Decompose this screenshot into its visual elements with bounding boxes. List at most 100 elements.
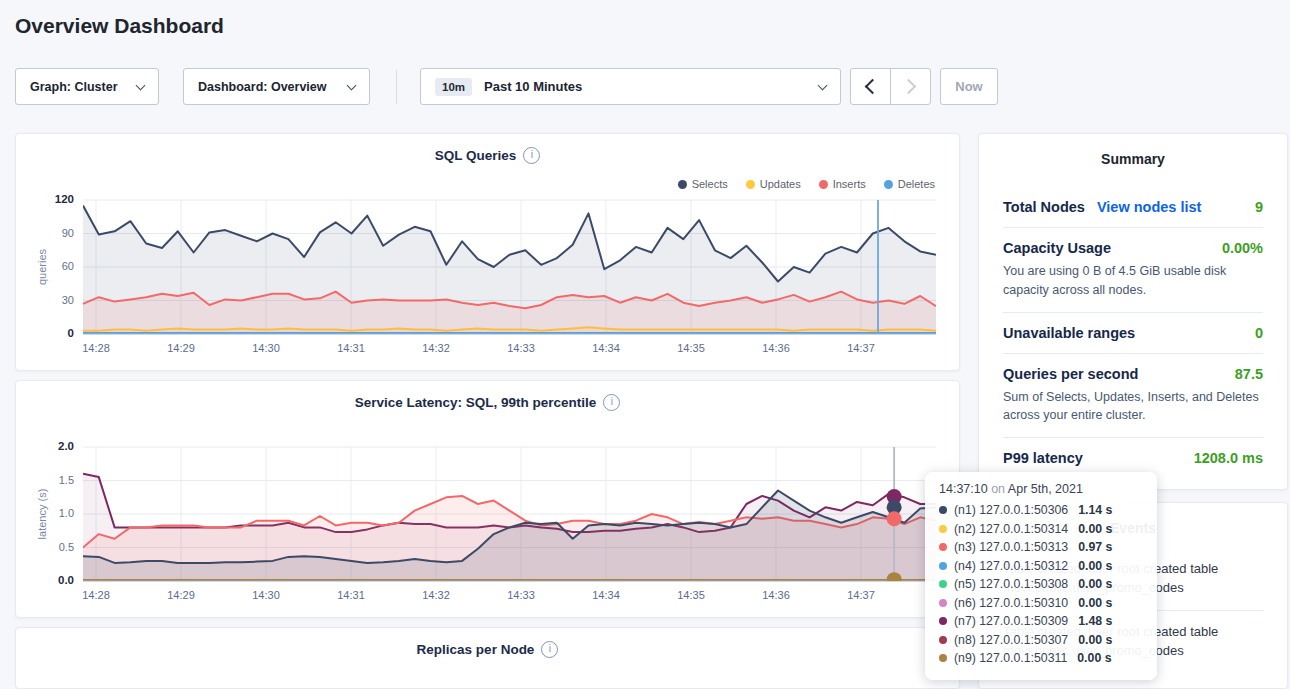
summary-row-line: P99 latency 1208.0 ms: [1003, 450, 1263, 466]
tooltip-series-dot-icon: [939, 617, 947, 625]
x-tick-label: 14:34: [582, 589, 630, 601]
tooltip-series-dot-icon: [939, 599, 947, 607]
x-tick-label: 14:35: [667, 342, 715, 354]
tooltip-node-value: 0.00 s: [1078, 520, 1112, 539]
dashboard-dropdown-label: Dashboard: Overview: [198, 80, 327, 94]
x-tick-label: 14:28: [72, 589, 120, 601]
toolbar-divider: [396, 70, 397, 104]
summary-label: Capacity Usage: [1003, 240, 1111, 256]
tooltip-series-dot-icon: [939, 562, 947, 570]
tooltip-series-dot-icon: [939, 636, 947, 644]
x-tick-label: 14:29: [157, 342, 205, 354]
tooltip-time: 14:37:10: [939, 482, 988, 496]
chevron-down-icon: [136, 80, 146, 90]
summary-value: 0: [1255, 325, 1263, 341]
tooltip-node-value: 1.14 s: [1078, 501, 1112, 520]
tooltip-series-dot-icon: [939, 580, 947, 588]
summary-panel: Summary Total Nodes View nodes list 9 Capac…: [978, 133, 1288, 490]
tooltip-date: Apr 5th, 2021: [1008, 482, 1083, 496]
summary-row-line: Unavailable ranges 0: [1003, 325, 1263, 341]
tooltip-row-n9: (n9) 127.0.0.1:50311 0.00 s: [939, 649, 1143, 668]
overview-dashboard-page: Overview Dashboard Graph: Cluster Dashbo…: [0, 0, 1290, 689]
page-title: Overview Dashboard: [15, 14, 224, 38]
tooltip-node-name: (n3) 127.0.0.1:50313: [954, 538, 1068, 557]
tooltip-row-n6: (n6) 127.0.0.1:503100.00 s: [939, 594, 1143, 613]
x-tick-label: 14:32: [412, 589, 460, 601]
service-latency-plot[interactable]: [16, 381, 960, 618]
tooltip-node-value: 0.00 s: [1077, 649, 1111, 668]
summary-description: You are using 0 B of 4.5 GiB usable disk…: [1003, 262, 1263, 300]
time-range-badge: 10m: [435, 78, 472, 96]
hover-dot: [887, 511, 902, 526]
tooltip-node-value: 1.48 s: [1078, 612, 1112, 631]
service-latency-chart-card: Service Latency: SQL, 99th percentile i …: [15, 380, 960, 618]
y-tick-label: 2.0: [16, 440, 74, 452]
tooltip-series-dot-icon: [939, 525, 947, 533]
x-tick-label: 14:35: [667, 589, 715, 601]
tooltip-row-n1: (n1) 127.0.0.1:50306 1.14 s: [939, 501, 1143, 520]
tooltip-rows: (n1) 127.0.0.1:503061.14 s(n2) 127.0.0.1…: [939, 501, 1143, 668]
summary-label: Unavailable ranges: [1003, 325, 1135, 341]
chevron-down-icon: [347, 80, 357, 90]
info-icon[interactable]: i: [541, 641, 558, 658]
tooltip-on-word: on: [991, 482, 1005, 496]
summary-value: 9: [1255, 199, 1263, 215]
summary-value: 87.5: [1235, 366, 1263, 382]
view-nodes-list-link[interactable]: View nodes list: [1097, 199, 1202, 215]
chevron-right-icon: [901, 79, 917, 95]
x-tick-label: 14:30: [242, 589, 290, 601]
tooltip-series-dot-icon: [939, 543, 947, 551]
tooltip-node-name: (n8) 127.0.0.1:50307: [954, 631, 1068, 650]
time-next-button[interactable]: [890, 68, 931, 105]
y-tick-label: 90: [16, 227, 74, 239]
tooltip-node-name: (n1) 127.0.0.1:50306: [954, 501, 1068, 520]
x-tick-label: 14:34: [582, 342, 630, 354]
tooltip-node-name: (n9) 127.0.0.1:50311: [954, 649, 1067, 668]
x-tick-label: 14:28: [72, 342, 120, 354]
tooltip-row-n4: (n4) 127.0.0.1:503120.00 s: [939, 557, 1143, 576]
x-tick-label: 14:36: [752, 342, 800, 354]
summary-row-line: Total Nodes View nodes list 9: [1003, 199, 1263, 215]
summary-label: Total Nodes: [1003, 199, 1085, 215]
x-tick-label: 14:37: [837, 589, 885, 601]
summary-label: Queries per second: [1003, 366, 1138, 382]
tooltip-node-value: 0.00 s: [1078, 631, 1112, 650]
chart-title-text: Replicas per Node: [417, 642, 535, 657]
tooltip-row-n7: (n7) 127.0.0.1:50309 1.48 s: [939, 612, 1143, 631]
tooltip-node-name: (n4) 127.0.0.1:50312: [954, 557, 1068, 576]
x-tick-label: 14:36: [752, 589, 800, 601]
graph-dropdown[interactable]: Graph: Cluster: [15, 68, 159, 105]
summary-row-line: Capacity Usage0.00%: [1003, 240, 1263, 256]
tooltip-node-name: (n2) 127.0.0.1:50314: [954, 520, 1068, 539]
summary-title: Summary: [979, 134, 1287, 167]
tooltip-header: 14:37:10 on Apr 5th, 2021: [939, 482, 1143, 496]
replicas-chart-card: Replicas per Node i: [15, 627, 960, 689]
summary-row-queries-per-second: Queries per second 87.5 Sum of Selects, Up…: [1003, 353, 1263, 438]
summary-row-line: Queries per second 87.5: [1003, 366, 1263, 382]
summary-label: P99 latency: [1003, 450, 1083, 466]
time-range-label: Past 10 Minutes: [484, 79, 582, 94]
y-tick-label: 0: [16, 327, 74, 339]
summary-value: 1208.0 ms: [1194, 450, 1263, 466]
now-button[interactable]: Now: [940, 68, 998, 105]
summary-description: Sum of Selects, Updates, Inserts, and De…: [1003, 388, 1263, 426]
y-tick-label: 1.5: [16, 474, 74, 486]
chevron-down-icon: [818, 80, 828, 90]
time-prev-button[interactable]: [850, 68, 891, 105]
y-tick-label: 120: [16, 193, 74, 205]
tooltip-series-dot-icon: [939, 654, 947, 662]
y-axis-label: queries: [36, 249, 48, 285]
tooltip-node-name: (n6) 127.0.0.1:50310: [954, 594, 1068, 613]
tooltip-row-n2: (n2) 127.0.0.1:50314 0.00 s: [939, 520, 1143, 539]
sql-queries-plot[interactable]: [16, 134, 960, 371]
x-tick-label: 14:33: [497, 589, 545, 601]
tooltip-row-n5: (n5) 127.0.0.1:503080.00 s: [939, 575, 1143, 594]
summary-row-total-nodes: Total Nodes View nodes list 9: [1003, 187, 1263, 227]
x-tick-label: 14:37: [837, 342, 885, 354]
tooltip-node-value: 0.00 s: [1078, 575, 1112, 594]
time-range-dropdown[interactable]: 10m Past 10 Minutes: [420, 68, 841, 105]
tooltip-node-name: (n7) 127.0.0.1:50309: [954, 612, 1068, 631]
x-tick-label: 14:31: [327, 342, 375, 354]
y-tick-label: 0.5: [16, 541, 74, 553]
dashboard-dropdown[interactable]: Dashboard: Overview: [183, 68, 370, 105]
